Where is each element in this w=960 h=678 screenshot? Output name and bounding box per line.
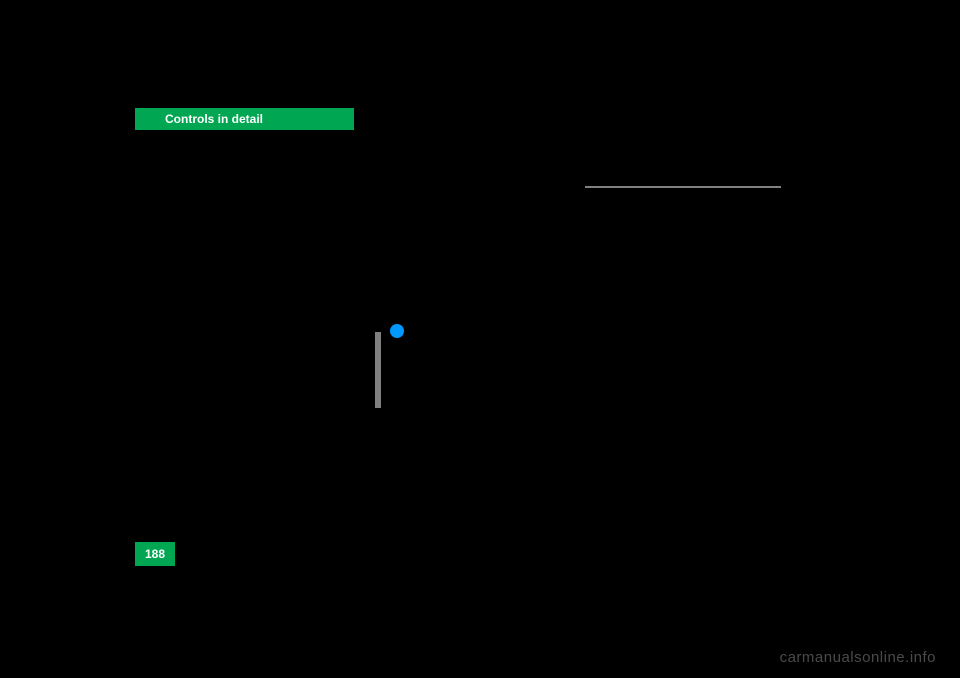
vertical-bar bbox=[375, 332, 381, 408]
watermark: carmanualsonline.info bbox=[780, 649, 936, 666]
header-title: Controls in detail bbox=[165, 112, 263, 126]
info-icon bbox=[390, 324, 404, 338]
header-bar: Controls in detail bbox=[135, 108, 354, 130]
page-number: 188 bbox=[145, 547, 165, 561]
horizontal-line bbox=[585, 186, 781, 188]
page-number-box: 188 bbox=[135, 542, 175, 566]
